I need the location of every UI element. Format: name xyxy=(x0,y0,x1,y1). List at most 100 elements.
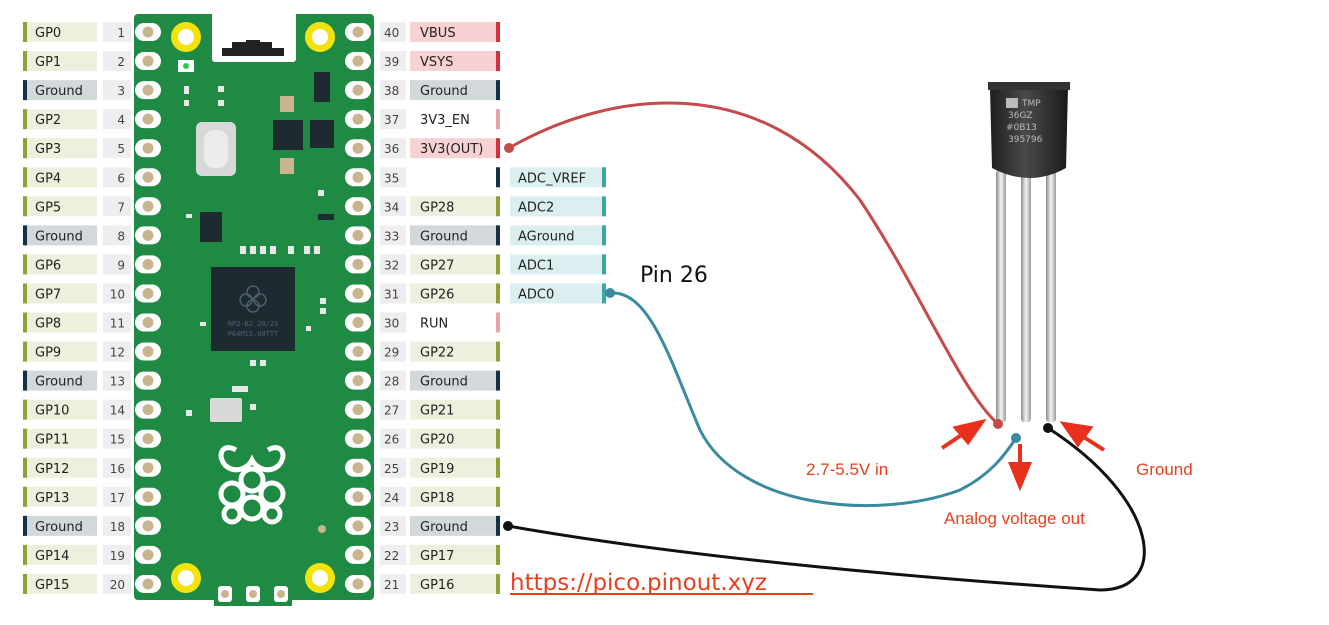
pin-color-bar xyxy=(23,370,27,391)
pin-number-box xyxy=(380,80,406,101)
pin-color-bar xyxy=(23,22,27,42)
pin-label-text: 3V3(OUT) xyxy=(420,142,483,157)
pin-color-bar xyxy=(602,283,606,304)
left-pad-20 xyxy=(135,574,161,593)
pin-number-box xyxy=(103,138,131,159)
pin-label-box xyxy=(410,573,498,594)
pin-label-box xyxy=(23,486,97,507)
pin-color-bar xyxy=(496,428,500,449)
pin-label-text: Ground xyxy=(35,520,83,535)
pin-number-box xyxy=(103,457,131,478)
pin-number-text: 38 xyxy=(384,84,399,98)
right-pad-13 xyxy=(345,371,371,390)
pin-color-bar xyxy=(496,225,500,246)
pin-number-box xyxy=(380,370,406,391)
pin-color-bar xyxy=(23,196,27,217)
right-pad-8 xyxy=(345,226,371,245)
left-pin-7: GP5 7 xyxy=(23,196,131,217)
pin-color-bar xyxy=(23,167,27,188)
pin-number-box xyxy=(380,283,406,304)
right-pin-34: 34 GP28 xyxy=(380,196,500,217)
adc-pin-adc1: ADC1 xyxy=(510,254,606,275)
pin-label-box xyxy=(23,80,97,101)
pin-number-box xyxy=(380,457,406,478)
pin-number-box xyxy=(103,399,131,420)
pin-label-box xyxy=(23,167,97,188)
pin-label-box xyxy=(410,22,498,42)
pin-label-box xyxy=(510,196,604,217)
wires xyxy=(506,101,1146,592)
wire-ground xyxy=(506,426,1146,592)
pin-label-box xyxy=(23,109,97,130)
pin-number-box xyxy=(103,196,131,217)
pin-label-box xyxy=(410,428,498,449)
wire-adc0 xyxy=(608,291,1018,508)
pin-number-text: 4 xyxy=(117,113,125,127)
pin-label-box xyxy=(410,225,498,246)
pin-number-text: 6 xyxy=(117,171,125,185)
annotation-arrows xyxy=(940,418,1106,492)
pinout-link[interactable]: https://pico.pinout.xyz xyxy=(510,570,767,596)
pin-color-bar xyxy=(496,399,500,420)
right-pad-14 xyxy=(345,400,371,419)
pin-label-box xyxy=(410,196,498,217)
pin-label-box xyxy=(23,428,97,449)
pin-label-text: GP0 xyxy=(35,26,61,41)
pin-label-text: GP14 xyxy=(35,549,69,564)
pin-color-bar xyxy=(496,138,500,159)
left-pin-4: GP2 4 xyxy=(23,109,131,130)
vin-label: 2.7-5.5V in xyxy=(806,460,888,479)
left-pin-14: GP10 14 xyxy=(23,399,131,420)
right-pad-17 xyxy=(345,487,371,506)
pin-label-box xyxy=(410,544,498,565)
right-pin-23: 23 Ground xyxy=(380,515,500,536)
left-pad-18 xyxy=(135,516,161,535)
right-pin-30: 30 RUN xyxy=(380,312,500,333)
pin-number-box xyxy=(103,22,131,42)
arrow-ground-icon xyxy=(1080,434,1106,452)
pin-label-text: ADC0 xyxy=(518,287,554,302)
pin-number-text: 8 xyxy=(117,229,125,243)
pin-number-box xyxy=(103,341,131,362)
pin-label-text: ADC_VREF xyxy=(518,171,586,186)
pin-label-text: Ground xyxy=(35,229,83,244)
pin-color-bar xyxy=(496,167,500,188)
right-pin-35: 35 xyxy=(380,167,500,188)
right-pad-11 xyxy=(345,313,371,332)
pin-label-box xyxy=(410,312,498,333)
left-pad-16 xyxy=(135,458,161,477)
pin-number-box xyxy=(103,51,131,72)
pin-number-box xyxy=(380,109,406,130)
pin-label-text: GP13 xyxy=(35,491,69,506)
right-pin-22: 22 GP17 xyxy=(380,544,500,565)
pin-number-text: 24 xyxy=(384,491,399,505)
pin-color-bar xyxy=(496,573,500,594)
right-pin-37: 37 3V3_EN xyxy=(380,109,500,130)
right-pin-40: 40 VBUS xyxy=(380,22,500,42)
right-pad-12 xyxy=(345,342,371,361)
pin-label-box xyxy=(410,283,498,304)
pin-color-bar xyxy=(496,515,500,536)
pin-label-box xyxy=(410,51,498,72)
right-pin-24: 24 GP18 xyxy=(380,486,500,507)
right-pin-26: 26 GP20 xyxy=(380,428,500,449)
pin-number-box xyxy=(380,573,406,594)
left-pad-4 xyxy=(135,110,161,129)
passive-components xyxy=(184,86,326,416)
rp2040-chip xyxy=(211,267,295,351)
pin-color-bar xyxy=(496,341,500,362)
right-pin-38: 38 Ground xyxy=(380,80,500,101)
pin-color-bar xyxy=(496,312,500,333)
vout-label: Analog voltage out xyxy=(944,509,1085,528)
pin-label-text: ADC2 xyxy=(518,200,554,215)
pin-label-box xyxy=(23,283,97,304)
wire-end-sensor-ground xyxy=(1043,423,1053,433)
pin-color-bar xyxy=(496,254,500,275)
pin-label-text: GP19 xyxy=(420,462,454,477)
sensor-leg-left xyxy=(996,170,1006,422)
adc-pin-aground: AGround xyxy=(510,225,606,246)
pin-label-box xyxy=(410,486,498,507)
rp2040-logo-icon xyxy=(239,285,267,313)
pin-number-text: 28 xyxy=(384,375,399,389)
